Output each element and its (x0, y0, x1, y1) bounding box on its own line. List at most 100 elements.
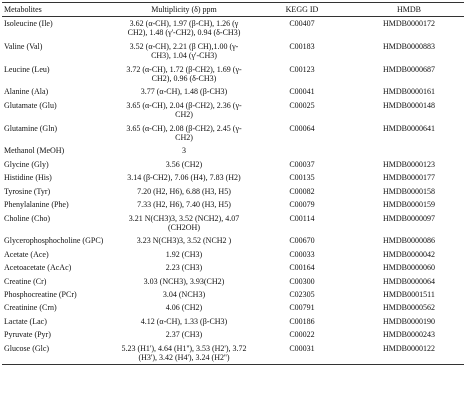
table-cell: C00407 (289, 19, 315, 28)
table-cell: Creatinine (Crn) (4, 303, 57, 313)
table-cell: HMDB0000562 (382, 303, 435, 313)
table-cell: C00183 (289, 41, 315, 51)
header-cell: KEGG ID (250, 2, 354, 17)
table-cell: Leucine (Leu) (4, 64, 50, 74)
table-row: Glutamate (Glu) 3.65 (α-CH), 2.04 (β-CH2)… (2, 99, 464, 122)
table-cell: Isoleucine (Ile) (4, 19, 53, 28)
table-row: Acetate (Ace) 1.92 (CH3) C00033 HMDB0000042 (2, 248, 464, 261)
table-cell: HMDB0000190 (382, 316, 435, 326)
table-cell: Phenylalanine (Phe) (4, 200, 69, 210)
table-cell: C00037 (289, 159, 315, 169)
table-cell: Choline (Cho) (4, 213, 50, 223)
table-cell: HMDB0000060 (382, 263, 435, 273)
table-cell: 4.12 (α-CH), 1.33 (β-CH3) (140, 316, 228, 326)
table-cell: 5.23 (H1'), 4.64 (H1''), 3.53 (H2'), 3.7… (118, 341, 250, 366)
table-cell: 3.62 (α-CH), 1.97 (β-CH), 1.26 (γ CH2), … (127, 19, 241, 38)
table-row: Glycine (Gly) 3.56 (CH2) C00037 HMDB0000123 (2, 158, 464, 171)
table-cell: Lactate (Lac) (4, 316, 47, 326)
table-cell: 3.23 N(CH3)3, 3.52 (NCH2 ) (136, 236, 232, 246)
table-header: Metabolites Multiplicity (δ) ppm KEGG ID… (2, 2, 464, 17)
table-cell: HMDB0000097 (382, 213, 435, 223)
table-cell: C00025 (289, 100, 315, 110)
table-cell: Valine (Val) (4, 41, 43, 51)
table-row: Lactate (Lac) 4.12 (α-CH), 1.33 (β-CH3) C0… (2, 315, 464, 328)
table-cell: C00670 (289, 236, 315, 246)
table-cell: C00031 (250, 341, 354, 366)
table-row: Tyrosine (Tyr) 7.20 (H2, H6), 6.88 (H3, H… (2, 185, 464, 198)
table-row: Choline (Cho) 3.21 N(CH3)3, 3.52 (NCH2), … (2, 212, 464, 235)
table-cell: C00300 (289, 276, 315, 286)
table-cell: HMDB0000883 (382, 41, 435, 51)
table-cell: Methanol (MeOH) (4, 146, 65, 156)
table-row: Acetoacetate (AcAc) 2.23 (CH3) C00164 HMDB0… (2, 261, 464, 274)
table-cell: 2.23 (CH3) (165, 263, 203, 273)
table-cell: Phosphocreatine (PCr) (4, 289, 77, 299)
metabolite-table: Metabolites Multiplicity (δ) ppm KEGG ID… (2, 2, 464, 366)
table-row: Histidine (His) 3.14 (β-CH2), 7.06 (H4), … (2, 171, 464, 184)
table-cell: 3.03 (NCH3), 3.93(CH2) (143, 276, 225, 286)
table-cell: Glutamine (Gln) (4, 123, 58, 133)
table-row: Glutamine (Gln) 3.65 (α-CH), 2.08 (β-CH2)… (2, 122, 464, 145)
table-cell: HMDB0000641 (382, 123, 435, 133)
table-cell: C00186 (289, 316, 315, 326)
table-cell: C00164 (289, 263, 315, 273)
table-cell: Alanine (Ala) (4, 87, 49, 97)
table-cell: Acetoacetate (AcAc) (4, 263, 72, 273)
table-cell: C00033 (289, 249, 315, 259)
table-cell: C02305 (289, 289, 315, 299)
table-cell: HMDB0000159 (382, 200, 435, 210)
table-cell: C00079 (289, 200, 315, 210)
header-cell: Metabolites (2, 2, 118, 17)
table-cell: HMDB0000086 (382, 236, 435, 246)
table-cell: Acetate (Ace) (4, 249, 49, 259)
table-cell: 3.21 N(CH3)3, 3.52 (NCH2), 4.07 (CH2OH) (128, 213, 240, 232)
table-row: Alanine (Ala) 3.77 (α-CH), 1.48 (β-CH3) C0… (2, 85, 464, 98)
table-cell (250, 144, 354, 157)
table-cell: HMDB0000042 (382, 249, 435, 259)
table-cell: HMDB0000148 (382, 100, 435, 110)
table-cell: 3.65 (α-CH), 2.08 (β-CH2), 2.45 (γ-CH2) (126, 123, 242, 143)
table-cell: 3.52 (α-CH), 2.21 (β CH),1.00 (γ-CH3), 1… (129, 41, 239, 61)
table-cell: C00064 (289, 123, 315, 133)
table-cell: Histidine (His) (4, 173, 52, 183)
table-cell: HMDB0000158 (382, 186, 435, 196)
table-cell: Creatine (Cr) (4, 276, 47, 286)
table-cell: C00114 (289, 213, 315, 223)
table-cell: Tyrosine (Tyr) (4, 186, 51, 196)
table-cell: Glycerophosphocholine (GPC) (4, 236, 104, 246)
table-row: Methanol (MeOH) 3 (2, 144, 464, 157)
table-cell: 3.72 (α-CH), 1.72 (β-CH2), 1.69 (γ-CH2),… (126, 64, 242, 84)
table-cell: HMDB0000122 (354, 341, 464, 366)
table-cell: Glycine (Gly) (4, 159, 49, 169)
table-body: Isoleucine (Ile) 3.62 (α-CH), 1.97 (β-CH)… (2, 17, 464, 366)
table-cell: HMDB0000177 (382, 173, 435, 183)
table-cell: 3.77 (α-CH), 1.48 (β-CH3) (140, 87, 228, 97)
table-row: Pyruvate (Pyr) 2.37 (CH3) C00022 HMDB000024… (2, 328, 464, 341)
table-cell: 3.56 (CH2) (165, 159, 203, 169)
table-cell: Glucose (Glc) (2, 341, 118, 366)
table-cell: 3.65 (α-CH), 2.04 (β-CH2), 2.36 (γ-CH2) (126, 100, 242, 120)
table-cell: C00082 (289, 186, 315, 196)
table-row: Isoleucine (Ile) 3.62 (α-CH), 1.97 (β-CH)… (2, 17, 464, 40)
table-cell: 4.06 (CH2) (165, 303, 203, 313)
table-cell: Pyruvate (Pyr) (4, 330, 51, 340)
table-cell: C00123 (289, 64, 315, 74)
table-cell: C00022 (289, 330, 315, 340)
table-cell: 7.20 (H2, H6), 6.88 (H3, H5) (137, 186, 231, 196)
table-cell: 2.37 (CH3) (165, 330, 203, 340)
table-row: Phosphocreatine (PCr) 3.04 (NCH3) C02305 HM… (2, 288, 464, 301)
table-cell: HMDB0001511 (383, 289, 435, 299)
table-cell: HMDB0000243 (382, 330, 435, 340)
table-cell: C00135 (289, 173, 315, 183)
header-cell: Multiplicity (δ) ppm (118, 2, 250, 17)
table-cell: 1.92 (CH3) (165, 249, 203, 259)
table-cell: C00041 (289, 87, 315, 97)
table-cell: Glutamate (Glu) (4, 100, 57, 110)
table-cell: 3.14 (β-CH2), 7.06 (H4), 7.83 (H2) (127, 173, 241, 183)
table-cell (354, 144, 464, 157)
table-row: Phenylalanine (Phe) 7.33 (H2, H6), 7.40 (… (2, 198, 464, 211)
table-cell: HMDB0000123 (382, 159, 435, 169)
table-cell: 3 (182, 146, 186, 156)
table-row: Creatine (Cr) 3.03 (NCH3), 3.93(CH2) C0030… (2, 275, 464, 288)
